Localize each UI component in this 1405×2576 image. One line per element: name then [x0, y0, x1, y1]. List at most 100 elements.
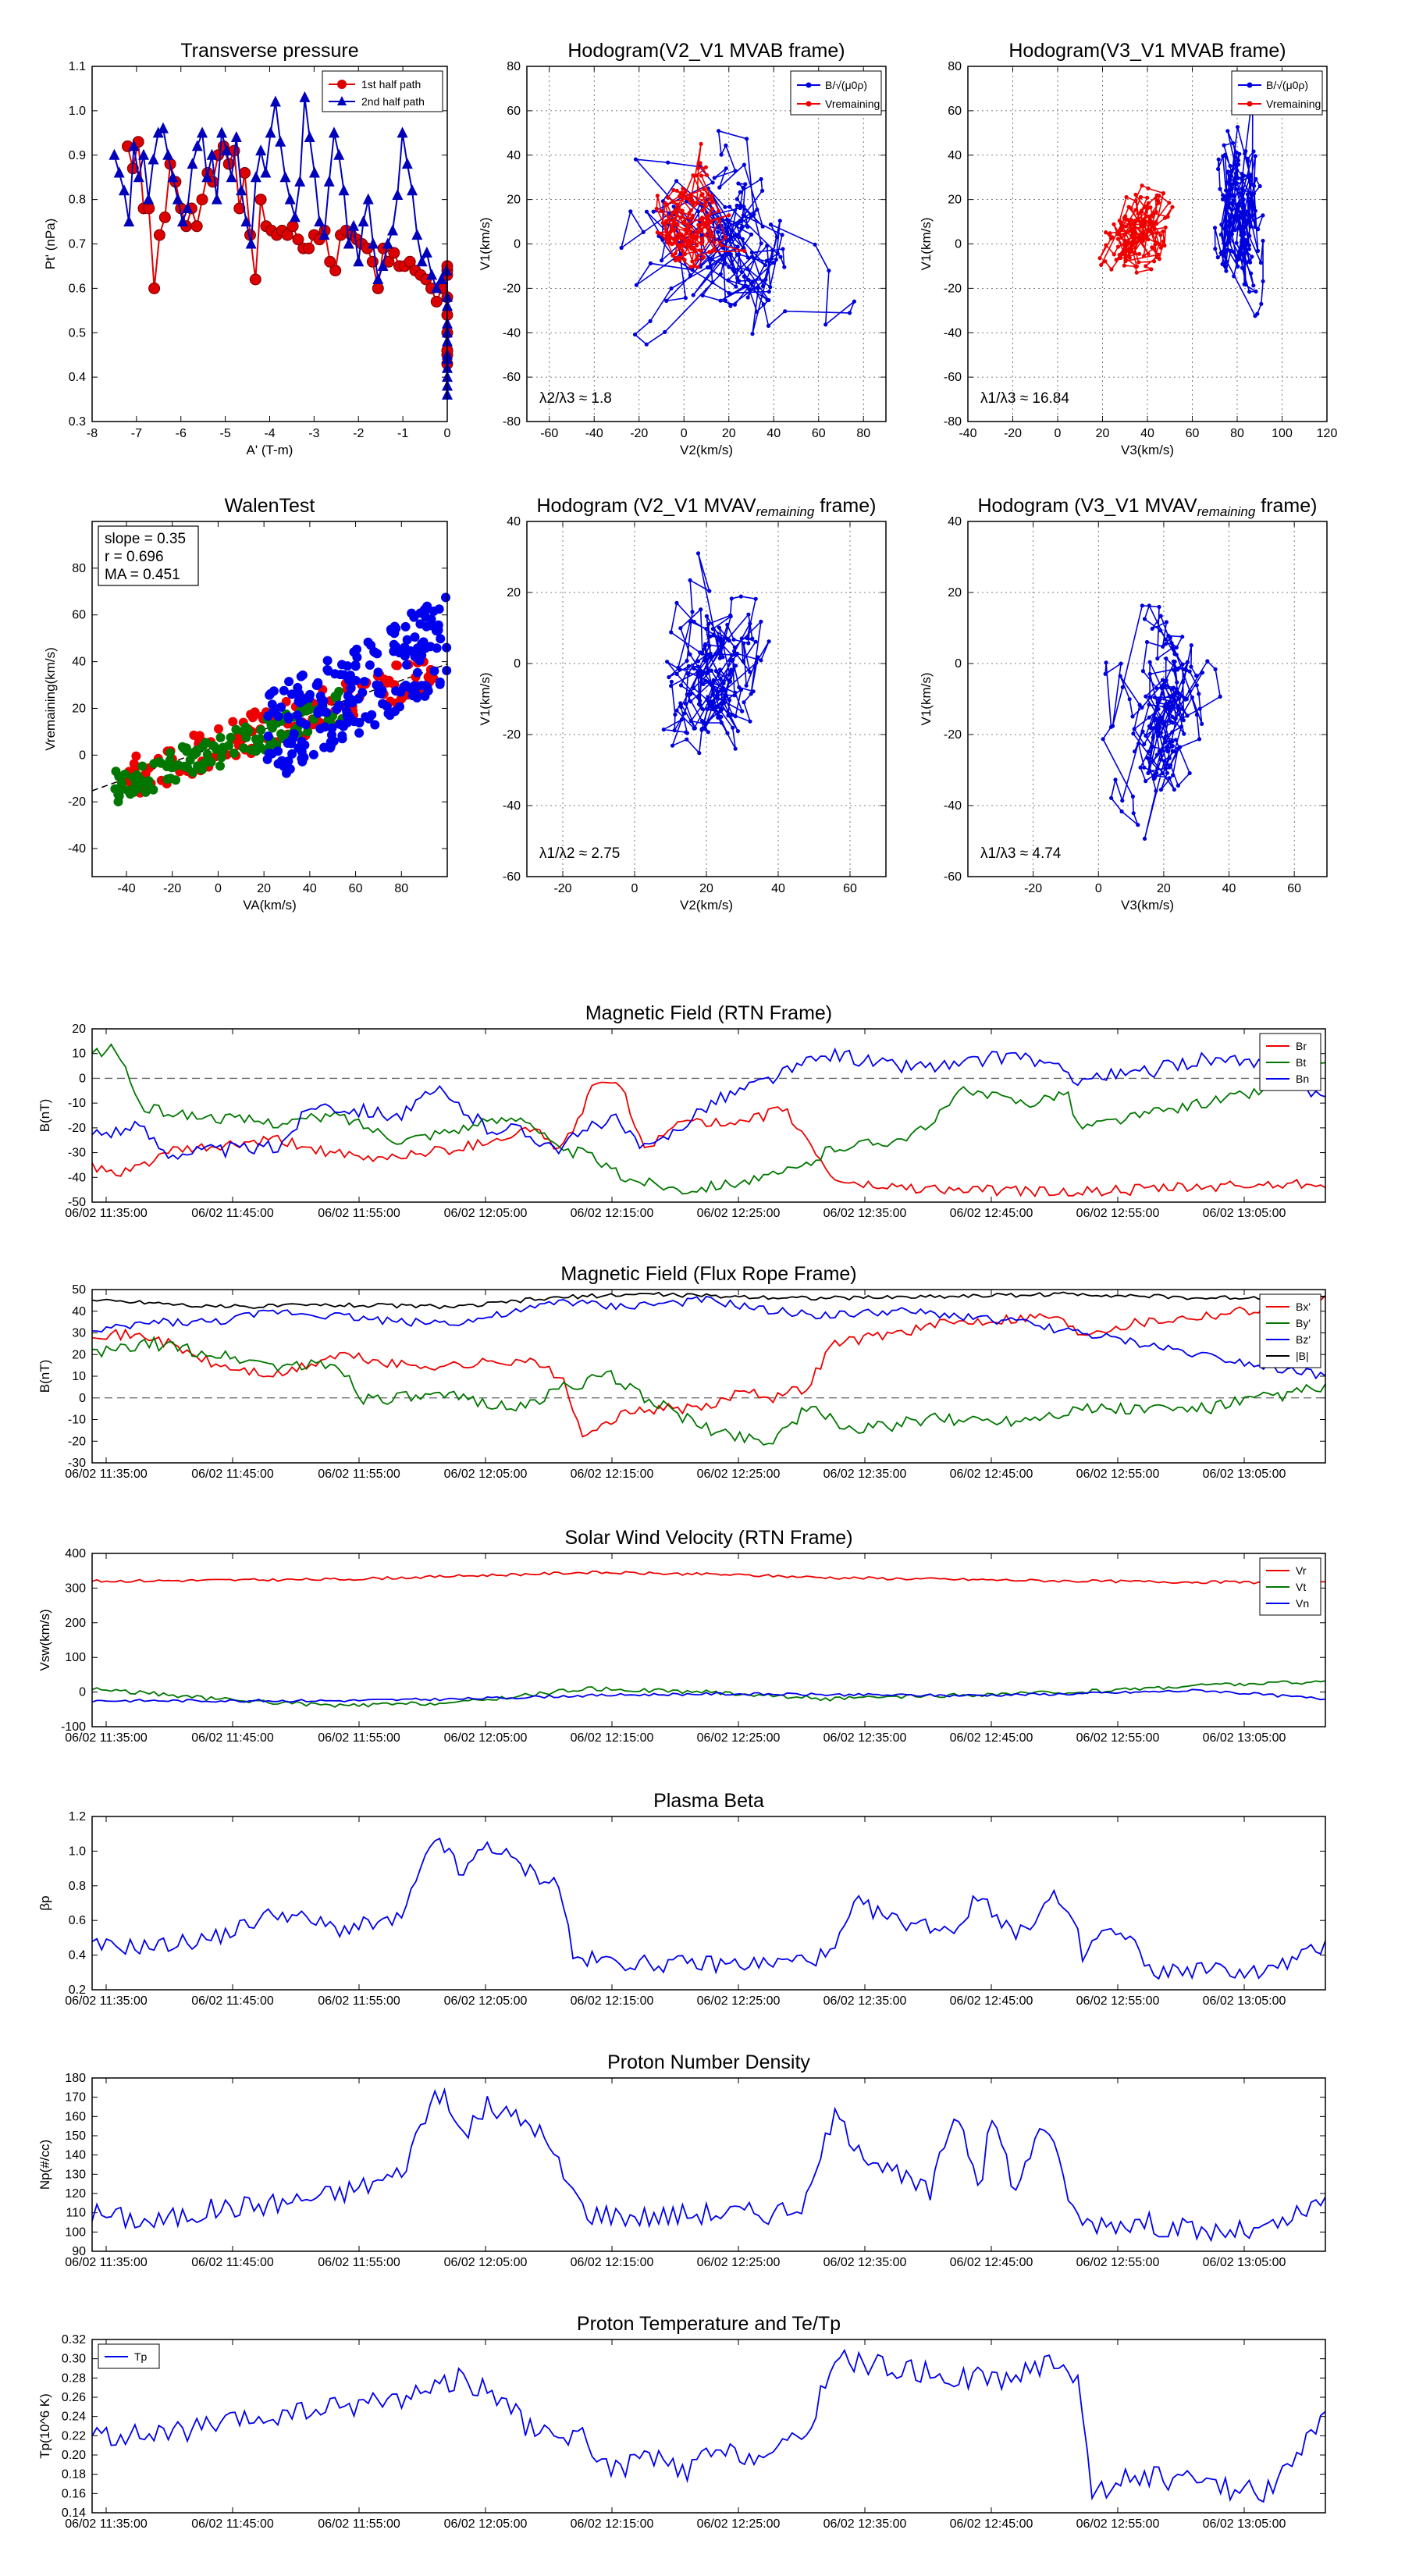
- hodogram-v3-v1-mvab-data-point: [1131, 240, 1136, 245]
- pressure-point-2nd-half: [347, 219, 359, 231]
- pressure-point-2nd-half: [167, 171, 179, 183]
- y-tick-label: 1.1: [69, 60, 86, 73]
- walen-point-blue: [327, 723, 337, 733]
- x-tick-label: 06/02 12:05:00: [444, 2517, 528, 2531]
- hodogram-v2-v1-mvab-data-point: [719, 243, 724, 247]
- x-tick-label: 06/02 11:45:00: [191, 2256, 274, 2269]
- hodogram-v3-v1-mvab-data-point: [1134, 270, 1139, 275]
- hodogram-v2-v1-mvab-data-point: [723, 298, 728, 303]
- walen-point-green: [120, 769, 130, 779]
- hodogram-v3-v1-mvav-data-point: [1154, 686, 1159, 691]
- hodogram-v2-v1-mvab-data-point: [759, 176, 763, 182]
- hodogram-v3-v1-mvab-data-point: [1146, 186, 1151, 190]
- hodogram-v3-v1-mvab-data-point: [1237, 151, 1242, 156]
- pressure-point-2nd-half: [250, 171, 261, 183]
- hodogram-v2-v1-mvab-data-point: [703, 200, 708, 205]
- hodogram-v2-v1-mvab-data-point: [827, 269, 831, 273]
- hodogram-v2-v1-mvab-data-point: [724, 166, 728, 171]
- pressure-point-2nd-half: [289, 211, 301, 222]
- hodogram-v3-v1-mvab-data-point: [1227, 176, 1232, 181]
- walen-point-blue: [410, 632, 420, 642]
- hodogram-v3-v1-mvab-data-point: [1127, 254, 1132, 258]
- pressure-point-2nd-half: [304, 131, 315, 142]
- legend-label: B/√(μ0ρ): [825, 79, 867, 91]
- hodogram-v2-v1-mvab-data-point: [684, 231, 688, 236]
- pressure-point-2nd-half: [382, 237, 393, 249]
- x-tick-label: 06/02 11:55:00: [318, 1468, 400, 1481]
- y-tick-label: 200: [65, 1617, 86, 1630]
- hodogram-v2-v1-mvav-data-point: [767, 639, 771, 644]
- walen-point-blue: [279, 685, 289, 696]
- hodogram-v2-v1-mvab-data-point: [710, 206, 715, 212]
- hodogram-v2-v1-mvab-data-point: [660, 258, 664, 263]
- pressure-point-2nd-half: [148, 153, 159, 165]
- hodogram-v2-v1-mvav-data-point: [723, 688, 728, 693]
- y-tick-label: -20: [68, 795, 86, 809]
- hodogram-v2-v1-mvab-data-point: [760, 284, 766, 289]
- hodogram-v2-v1-mvav-data-point: [698, 650, 702, 655]
- x-tick-label: -2: [353, 427, 364, 440]
- pressure-point-2nd-half: [245, 237, 257, 249]
- hodogram-v3-v1-mvab-data-point: [1242, 173, 1247, 178]
- walen-point-blue: [320, 722, 330, 732]
- hodogram-v2-v1-mvab-data-point: [659, 208, 663, 213]
- hodogram-v3-v1-mvab-data-point: [1158, 245, 1163, 250]
- x-tick-label: -20: [163, 882, 181, 895]
- y-tick-label: -10: [68, 1414, 86, 1427]
- walen-point-green: [171, 775, 181, 785]
- walen-test-title: WalenTest: [225, 495, 315, 517]
- hodogram-v3-v1-mvab-data-point: [1215, 255, 1220, 260]
- hodogram-v3-v1-mvab-data-point: [1163, 225, 1168, 229]
- hodogram-v3-v1-mvav-data-point: [1190, 695, 1194, 700]
- hodogram-v2-v1-mvab-data-point: [681, 186, 685, 190]
- walen-point-green: [193, 761, 203, 771]
- walen-point-blue: [286, 689, 297, 699]
- hodogram-v2-v1-mvav-data-point: [685, 671, 691, 677]
- hodogram-v2-v1-mvab-data-point: [694, 258, 699, 262]
- hodogram-v2-v1-mvab-data-point: [745, 295, 750, 300]
- hodogram-v3-v1-mvav-data-point: [1170, 646, 1175, 650]
- hodogram-v2-v1-mvab-data-point: [755, 207, 759, 212]
- hodogram-v3-v1-mvab-data-point: [1225, 170, 1230, 175]
- hodogram-v3-v1-mvab-data-point: [1232, 274, 1236, 279]
- hodogram-v3-v1-mvav-data-point: [1180, 635, 1185, 639]
- hodogram-v3-v1-mvav-data-point: [1157, 604, 1161, 610]
- hodogram-v3-v1-mvav-data-point: [1138, 765, 1143, 770]
- y-tick-label: -40: [503, 799, 521, 813]
- y-tick-label: 0.6: [69, 1914, 86, 1927]
- y-tick-label: 80: [948, 60, 962, 73]
- hodogram-v3-v1-mvab-data-point: [1145, 195, 1150, 200]
- hodogram-v3-v1-mvav-data-point: [1174, 687, 1179, 692]
- walen-point-green: [185, 755, 195, 765]
- walen-point-blue: [267, 699, 277, 710]
- y-tick-label: 0.28: [62, 2371, 86, 2385]
- hodogram-v3-v1-mvab-data-point: [1228, 163, 1232, 169]
- hodogram-v2-v1-mvav-data-point: [735, 651, 740, 656]
- walen-point-blue: [354, 717, 365, 728]
- hodogram-v3-v1-mvab-data-point: [1247, 247, 1251, 251]
- hodogram-v2-v1-mvab-data-point: [743, 182, 748, 187]
- walen-point-blue: [365, 660, 375, 670]
- x-tick-label: 06/02 12:35:00: [823, 1207, 907, 1220]
- hodogram-v2-v1-mvab-data-point: [742, 274, 746, 279]
- hodogram-v2-v1-mvav-data-point: [703, 642, 708, 646]
- hodogram-v2-v1-mvab-data-point: [732, 233, 737, 238]
- y-tick-label: -60: [944, 371, 962, 384]
- y-tick-label: 20: [507, 194, 521, 207]
- y-tick-label: 100: [65, 2226, 86, 2239]
- y-tick-label: 20: [72, 1348, 86, 1361]
- y-tick-label: 10: [72, 1048, 86, 1061]
- hodogram-v2-v1-mvab-data-point: [765, 297, 770, 302]
- hodogram-v3-v1-mvav-data-point: [1156, 706, 1161, 711]
- hodogram-v2-v1-mvab-data-point: [698, 248, 702, 253]
- walen-point-blue: [376, 688, 386, 699]
- hodogram-v2-v1-mvab-data-point: [760, 224, 765, 229]
- walen-point-blue: [285, 764, 295, 774]
- hodogram-v2-v1-mvab-data-point: [672, 222, 677, 226]
- hodogram-v3-v1-mvav-data-point: [1146, 749, 1151, 754]
- legend-label: Vr: [1296, 1564, 1307, 1577]
- walen-point-blue: [402, 635, 412, 645]
- x-tick-label: 40: [1222, 882, 1236, 895]
- hodogram-v3-v1-mvab-data-point: [1240, 226, 1244, 231]
- hodogram-v3-v1-mvav-data-point: [1150, 626, 1154, 632]
